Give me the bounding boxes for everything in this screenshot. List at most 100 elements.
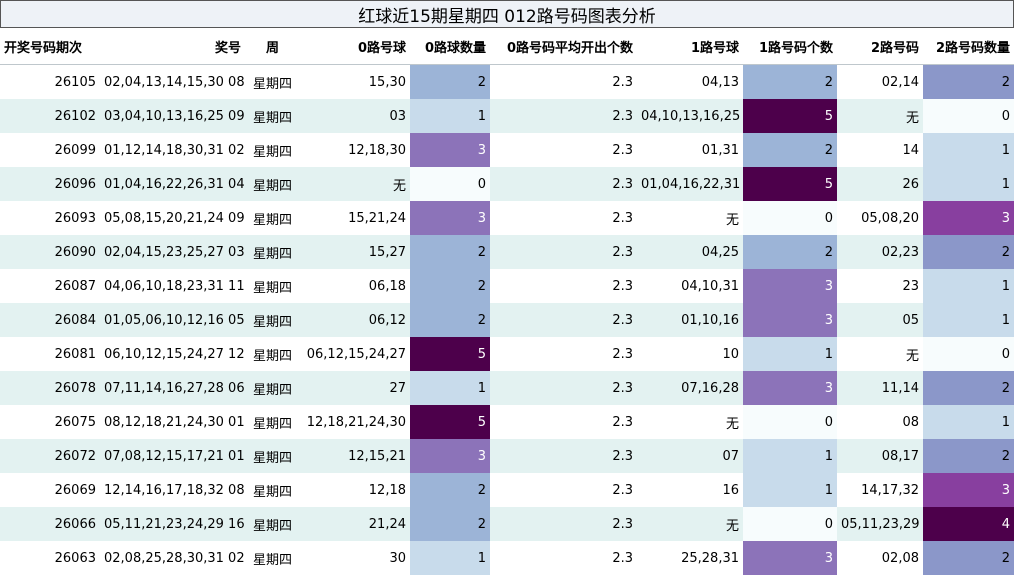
issue-cell: 26078 <box>0 371 100 405</box>
route0-count-cell: 3 <box>410 439 490 473</box>
route0-average-cell: 2.3 <box>490 235 637 269</box>
header-route2-count: 2路号码数量 <box>923 28 1014 65</box>
table-row: 26072 07,08,12,15,17,21 01 星期四 12,15,21 3 2.3… <box>0 439 1014 473</box>
route1-count-cell: 0 <box>743 405 837 439</box>
route0-average-cell: 2.3 <box>490 201 637 235</box>
numbers-cell: 02,04,13,14,15,30 08 <box>100 64 245 99</box>
header-route2-balls: 2路号码 <box>837 28 923 65</box>
numbers-cell: 03,04,10,13,16,25 09 <box>100 99 245 133</box>
table-row: 26069 12,14,16,17,18,32 08 星期四 12,18 2 2.3 16 1… <box>0 473 1014 507</box>
table-title: 红球近15期星期四 012路号码图表分析 <box>0 0 1014 28</box>
route0-average-cell: 2.3 <box>490 371 637 405</box>
table-row: 26096 01,04,16,22,26,31 04 星期四无 0 2.3 01,04,1… <box>0 167 1014 201</box>
route1-balls-cell: 无 <box>637 507 743 541</box>
table-row: 26063 02,08,25,28,30,31 02 星期四 30 1 2.3 25,28,… <box>0 541 1014 575</box>
route0-average-cell: 2.3 <box>490 133 637 167</box>
route1-count-cell: 5 <box>743 167 837 201</box>
route0-balls-cell: 06,12,15,24,27 <box>300 337 410 371</box>
header-route1-count: 1路号码个数 <box>743 28 837 65</box>
route0-average-cell: 2.3 <box>490 167 637 201</box>
numbers-cell: 04,06,10,18,23,31 11 <box>100 269 245 303</box>
route2-balls-cell: 无 <box>837 337 923 371</box>
route0-average-cell: 2.3 <box>490 473 637 507</box>
route0-balls-cell: 12,15,21 <box>300 439 410 473</box>
week-cell: 星期四 <box>245 269 300 303</box>
route1-balls-cell: 04,25 <box>637 235 743 269</box>
issue-cell: 26102 <box>0 99 100 133</box>
route1-count-cell: 2 <box>743 133 837 167</box>
route0-count-cell: 1 <box>410 541 490 575</box>
route1-count-cell: 3 <box>743 269 837 303</box>
route2-count-cell: 2 <box>923 541 1014 575</box>
route0-balls-cell: 15,21,24 <box>300 201 410 235</box>
route1-balls-cell: 07 <box>637 439 743 473</box>
route1-count-cell: 0 <box>743 507 837 541</box>
issue-cell: 26084 <box>0 303 100 337</box>
issue-cell: 26075 <box>0 405 100 439</box>
route1-count-cell: 3 <box>743 303 837 337</box>
numbers-cell: 02,08,25,28,30,31 02 <box>100 541 245 575</box>
week-cell: 星期四 <box>245 371 300 405</box>
issue-cell: 26096 <box>0 167 100 201</box>
route0-count-cell: 2 <box>410 235 490 269</box>
route0-balls-cell: 03 <box>300 99 410 133</box>
route1-balls-cell: 10 <box>637 337 743 371</box>
route0-balls-cell: 06,12 <box>300 303 410 337</box>
route2-count-cell: 3 <box>923 201 1014 235</box>
route0-count-cell: 2 <box>410 507 490 541</box>
numbers-cell: 05,11,21,23,24,29 16 <box>100 507 245 541</box>
route1-balls-cell: 01,31 <box>637 133 743 167</box>
header-route0-balls: 0路号球 <box>300 28 410 65</box>
week-cell: 星期四 <box>245 167 300 201</box>
numbers-cell: 06,10,12,15,24,27 12 <box>100 337 245 371</box>
week-cell: 星期四 <box>245 235 300 269</box>
table-row: 26099 01,12,14,18,30,31 02 星期四 12,18,30 3 2.3… <box>0 133 1014 167</box>
route0-count-cell: 3 <box>410 201 490 235</box>
route1-balls-cell: 无 <box>637 201 743 235</box>
route2-balls-cell: 02,23 <box>837 235 923 269</box>
route2-count-cell: 0 <box>923 337 1014 371</box>
week-cell: 星期四 <box>245 64 300 99</box>
route0-balls-cell: 27 <box>300 371 410 405</box>
numbers-cell: 02,04,15,23,25,27 03 <box>100 235 245 269</box>
route2-count-cell: 1 <box>923 405 1014 439</box>
route2-balls-cell: 05,08,20 <box>837 201 923 235</box>
route0-balls-cell: 无 <box>300 167 410 201</box>
route2-count-cell: 2 <box>923 235 1014 269</box>
route2-count-cell: 1 <box>923 269 1014 303</box>
route0-count-cell: 5 <box>410 405 490 439</box>
issue-cell: 26093 <box>0 201 100 235</box>
issue-cell: 26099 <box>0 133 100 167</box>
route2-count-cell: 2 <box>923 439 1014 473</box>
numbers-cell: 07,11,14,16,27,28 06 <box>100 371 245 405</box>
numbers-cell: 12,14,16,17,18,32 08 <box>100 473 245 507</box>
route0-balls-cell: 12,18,30 <box>300 133 410 167</box>
week-cell: 星期四 <box>245 405 300 439</box>
route2-balls-cell: 05 <box>837 303 923 337</box>
route0-balls-cell: 12,18 <box>300 473 410 507</box>
route2-count-cell: 1 <box>923 303 1014 337</box>
route0-count-cell: 5 <box>410 337 490 371</box>
table-row: 26090 02,04,15,23,25,27 03 星期四 15,27 2 2.3 04,… <box>0 235 1014 269</box>
numbers-cell: 07,08,12,15,17,21 01 <box>100 439 245 473</box>
table-row: 26084 01,05,06,10,12,16 05 星期四 06,12 2 2.3 01,… <box>0 303 1014 337</box>
numbers-cell: 08,12,18,21,24,30 01 <box>100 405 245 439</box>
route2-balls-cell: 无 <box>837 99 923 133</box>
table-row: 26066 05,11,21,23,24,29 16 星期四 21,24 2 2.3 无 0 0… <box>0 507 1014 541</box>
route1-balls-cell: 04,10,31 <box>637 269 743 303</box>
table-row: 26081 06,10,12,15,24,27 12 星期四 06,12,15,24,… <box>0 337 1014 371</box>
route1-balls-cell: 01,10,16 <box>637 303 743 337</box>
route2-balls-cell: 08,17 <box>837 439 923 473</box>
header-week: 周 <box>245 28 300 65</box>
route0-average-cell: 2.3 <box>490 99 637 133</box>
route0-average-cell: 2.3 <box>490 507 637 541</box>
issue-cell: 26066 <box>0 507 100 541</box>
route0-balls-cell: 21,24 <box>300 507 410 541</box>
table-row: 26087 04,06,10,18,23,31 11 星期四 06,18 2 2.3 04,… <box>0 269 1014 303</box>
route0-count-cell: 2 <box>410 64 490 99</box>
route0-average-cell: 2.3 <box>490 64 637 99</box>
route1-count-cell: 1 <box>743 473 837 507</box>
route0-average-cell: 2.3 <box>490 541 637 575</box>
route0-count-cell: 2 <box>410 269 490 303</box>
route0-balls-cell: 06,18 <box>300 269 410 303</box>
